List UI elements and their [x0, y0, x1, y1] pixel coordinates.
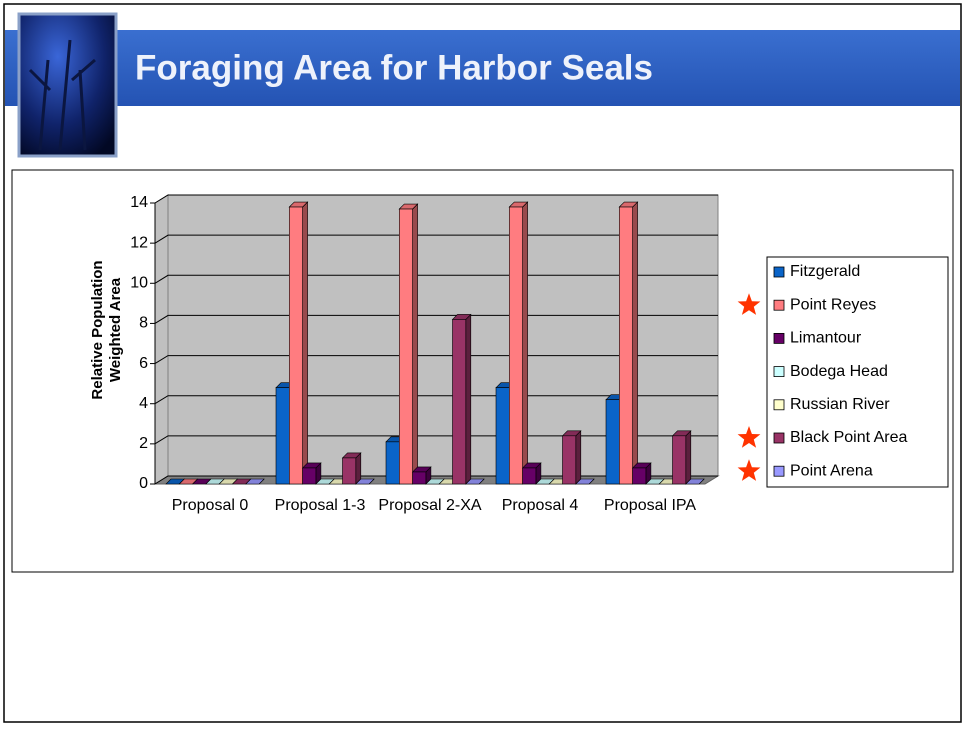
x-tick-label: Proposal 0 — [157, 496, 263, 516]
bar — [496, 388, 509, 484]
bar-side — [576, 431, 581, 484]
bar — [413, 472, 426, 484]
bar — [619, 207, 632, 484]
bar-side — [523, 202, 528, 484]
y-tick-label: 6 — [139, 355, 148, 372]
bar — [606, 400, 619, 484]
bar — [673, 436, 686, 484]
bar — [303, 468, 316, 484]
legend-label: Limantour — [790, 330, 862, 347]
legend-swatch — [774, 433, 784, 443]
bar-side — [413, 204, 418, 484]
bar — [523, 468, 536, 484]
legend-swatch — [774, 367, 784, 377]
legend-swatch — [774, 267, 784, 277]
chart: Foraging Area for Harbor Seals 0 2 4 6 8 10 12… — [0, 0, 965, 730]
bar — [509, 207, 522, 484]
legend-label: Point Reyes — [790, 296, 876, 313]
bar — [399, 209, 412, 484]
x-tick-label: Proposal 2-XA — [377, 496, 483, 516]
y-tick-label: 2 — [139, 435, 148, 452]
bar — [343, 458, 356, 484]
y-axis-title: Relative Population Weighted Area — [89, 235, 125, 425]
legend-swatch — [774, 466, 784, 476]
bar — [289, 207, 302, 484]
bar — [633, 468, 646, 484]
x-tick-label: Proposal 4 — [487, 496, 593, 516]
bar-side — [633, 202, 638, 484]
legend-swatch — [774, 300, 784, 310]
legend-label: Russian River — [790, 396, 890, 413]
legend-swatch — [774, 333, 784, 343]
y-tick-label: 12 — [130, 234, 148, 251]
y-tick-label: 8 — [139, 315, 148, 332]
bar — [386, 442, 399, 484]
legend-label: Point Arena — [790, 462, 873, 479]
bar — [276, 388, 289, 484]
legend-swatch — [774, 400, 784, 410]
title-photo — [19, 14, 116, 156]
y-tick-label: 0 — [139, 475, 148, 492]
y-tick-label: 4 — [139, 395, 148, 412]
legend-label: Black Point Area — [790, 429, 908, 446]
x-tick-label: Proposal 1-3 — [267, 496, 373, 516]
y-tick-label: 14 — [130, 194, 148, 211]
bar-side — [466, 314, 471, 484]
x-tick-label: Proposal IPA — [597, 496, 703, 516]
side-wall — [155, 195, 168, 484]
bar — [563, 436, 576, 484]
legend-label: Fitzgerald — [790, 263, 860, 280]
y-tick-label: 10 — [130, 275, 148, 292]
bar — [453, 319, 466, 484]
bar-side — [686, 431, 691, 484]
bar-side — [303, 202, 308, 484]
slide: Foraging Area for Harbor Seals 0 2 4 6 8 10 12… — [0, 0, 965, 730]
legend-label: Bodega Head — [790, 363, 888, 380]
slide-title: Foraging Area for Harbor Seals — [135, 48, 653, 87]
